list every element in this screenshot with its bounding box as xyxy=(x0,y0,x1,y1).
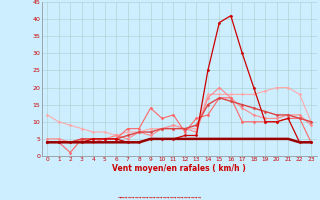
Text: →→→→→→→→→→→→→→→→→→→→→→→→: →→→→→→→→→→→→→→→→→→→→→→→→ xyxy=(118,195,202,199)
X-axis label: Vent moyen/en rafales ( km/h ): Vent moyen/en rafales ( km/h ) xyxy=(112,164,246,173)
